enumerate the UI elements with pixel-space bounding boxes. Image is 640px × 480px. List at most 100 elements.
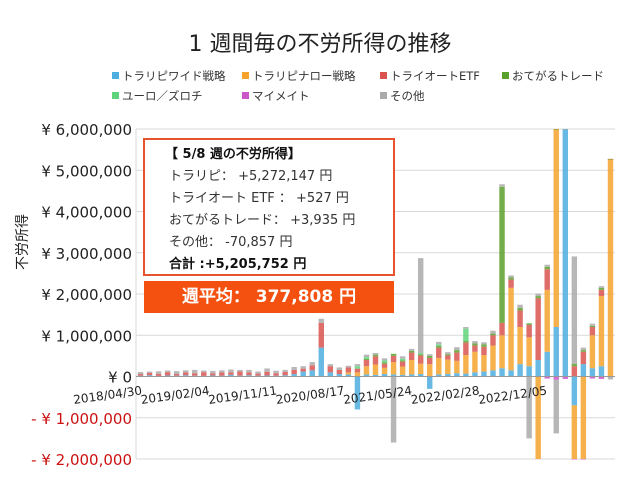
bar (553, 379, 559, 434)
bar (553, 327, 559, 377)
bar (562, 129, 569, 377)
bar (508, 279, 514, 288)
bar (544, 376, 550, 379)
bar (300, 366, 306, 369)
bar (381, 367, 388, 375)
y-tick-label: ¥ 4,000,000 (41, 204, 132, 222)
x-tick-label: 2021/05/24 (342, 383, 412, 406)
bar (463, 327, 469, 329)
bar (571, 405, 578, 459)
bar (381, 358, 388, 361)
bar (598, 366, 605, 377)
bar (399, 366, 406, 375)
bar (228, 374, 234, 377)
bar (399, 358, 406, 361)
bar (436, 374, 442, 377)
bar (499, 335, 505, 369)
bar (481, 355, 487, 372)
bar (445, 354, 451, 356)
bar (427, 355, 433, 358)
legend-swatch (380, 72, 387, 79)
weekly-summary-box: 【 5/8 週の不労所得】 トラリピ： +5,272,147 円 トライオート … (143, 138, 395, 276)
x-tick-label: 2019/02/04 (140, 383, 210, 406)
bar (481, 346, 487, 356)
bar (417, 355, 424, 364)
bar (201, 370, 207, 373)
bar (472, 351, 478, 373)
bar (146, 375, 153, 377)
bar (553, 129, 559, 327)
bar (571, 366, 578, 377)
legend-swatch (380, 92, 387, 99)
bar (463, 373, 469, 377)
bar (427, 376, 433, 389)
bar (318, 322, 324, 348)
bar (535, 293, 541, 297)
bar (445, 374, 451, 377)
y-tick-label: ¥ 2,000,000 (41, 286, 132, 304)
bar (571, 363, 578, 367)
summary-total: 合計 :+5,205,752 円 (169, 257, 307, 272)
bar (363, 366, 370, 375)
bar (408, 350, 415, 353)
bar (454, 373, 460, 377)
y-tick-label: - ¥ 1,000,000 (31, 410, 132, 428)
bar (417, 374, 424, 377)
bar (408, 348, 415, 351)
bar (544, 351, 550, 377)
summary-line-other: その他： -70,857 円 (169, 235, 293, 250)
weekly-average-banner: 週平均： 377,808 円 (144, 281, 394, 313)
bar (345, 367, 352, 373)
bar (544, 289, 550, 352)
bar (345, 374, 352, 377)
legend-label: トライオートETF (390, 69, 480, 83)
bar (580, 364, 587, 377)
bar (571, 256, 578, 364)
bar (300, 371, 306, 377)
bar (472, 372, 478, 377)
bar (327, 364, 334, 367)
bar (354, 368, 361, 373)
bar (607, 159, 614, 377)
bar (562, 129, 569, 130)
x-tick-label: 2018/04/30 (72, 383, 142, 406)
bar (553, 376, 559, 380)
legend-swatch (112, 72, 119, 79)
bar (381, 363, 388, 368)
bar (146, 372, 153, 376)
bar (408, 374, 415, 377)
bar (580, 459, 587, 460)
bar (372, 356, 379, 365)
bar (390, 353, 397, 356)
legend-item: トライオートETF (380, 68, 480, 84)
bar (544, 266, 550, 270)
bar (454, 360, 460, 374)
bar (363, 374, 370, 377)
bar (173, 371, 180, 375)
legend-swatch (242, 72, 249, 79)
bar (589, 325, 596, 327)
bar (264, 368, 270, 372)
bar (463, 328, 469, 342)
bar (481, 371, 487, 377)
bar (372, 352, 379, 355)
bar (454, 350, 460, 353)
bar (535, 296, 541, 299)
bar (201, 372, 207, 376)
bar (508, 287, 514, 371)
bar (580, 347, 587, 351)
bar (372, 354, 379, 357)
legend-label: ユーロ／ズロチ (122, 89, 203, 103)
bar (526, 324, 532, 338)
bar (436, 345, 442, 348)
bar (535, 376, 541, 459)
bar (580, 350, 587, 352)
bar (399, 361, 406, 367)
bar (390, 376, 397, 443)
bar (219, 370, 225, 373)
bar (598, 289, 605, 297)
bar (336, 374, 343, 377)
bar (508, 370, 514, 377)
bar (408, 360, 415, 375)
bar (399, 360, 406, 362)
